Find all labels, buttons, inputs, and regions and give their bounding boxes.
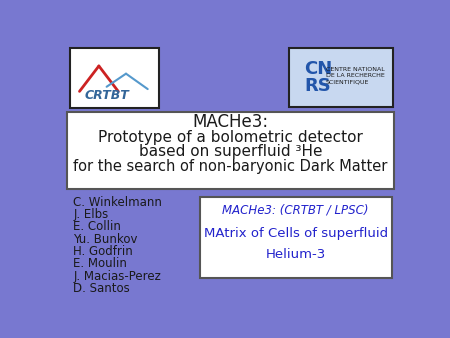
Text: MAtrix of Cells of superfluid: MAtrix of Cells of superfluid (204, 226, 388, 240)
Text: CRTBT: CRTBT (85, 89, 130, 102)
Text: H. Godfrin: H. Godfrin (73, 245, 133, 258)
Text: J. Macias-Perez: J. Macias-Perez (73, 270, 161, 283)
Text: E. Moulin: E. Moulin (73, 257, 127, 270)
Text: MACHe3: (CRTBT / LPSC): MACHe3: (CRTBT / LPSC) (222, 203, 369, 216)
Text: for the search of non-baryonic Dark Matter: for the search of non-baryonic Dark Matt… (73, 159, 388, 174)
Text: Helium-3: Helium-3 (266, 248, 326, 261)
Text: based on superfluid ³He: based on superfluid ³He (139, 144, 322, 159)
FancyBboxPatch shape (200, 197, 392, 278)
Text: DE LA RECHERCHE: DE LA RECHERCHE (326, 73, 385, 78)
Text: SCIENTIFIQUE: SCIENTIFIQUE (326, 80, 369, 84)
Text: MACHe3:: MACHe3: (193, 113, 269, 131)
Text: Prototype of a bolometric detector: Prototype of a bolometric detector (98, 130, 363, 145)
Text: C. Winkelmann: C. Winkelmann (73, 196, 162, 209)
Text: CN
RS: CN RS (304, 60, 333, 95)
FancyBboxPatch shape (67, 112, 394, 189)
Text: CENTRE NATIONAL: CENTRE NATIONAL (326, 67, 385, 72)
FancyBboxPatch shape (289, 48, 393, 107)
FancyBboxPatch shape (70, 48, 159, 108)
Text: D. Santos: D. Santos (73, 282, 130, 295)
Text: J. Elbs: J. Elbs (73, 208, 108, 221)
Text: Yu. Bunkov: Yu. Bunkov (73, 233, 138, 246)
Text: E. Collin: E. Collin (73, 220, 121, 234)
